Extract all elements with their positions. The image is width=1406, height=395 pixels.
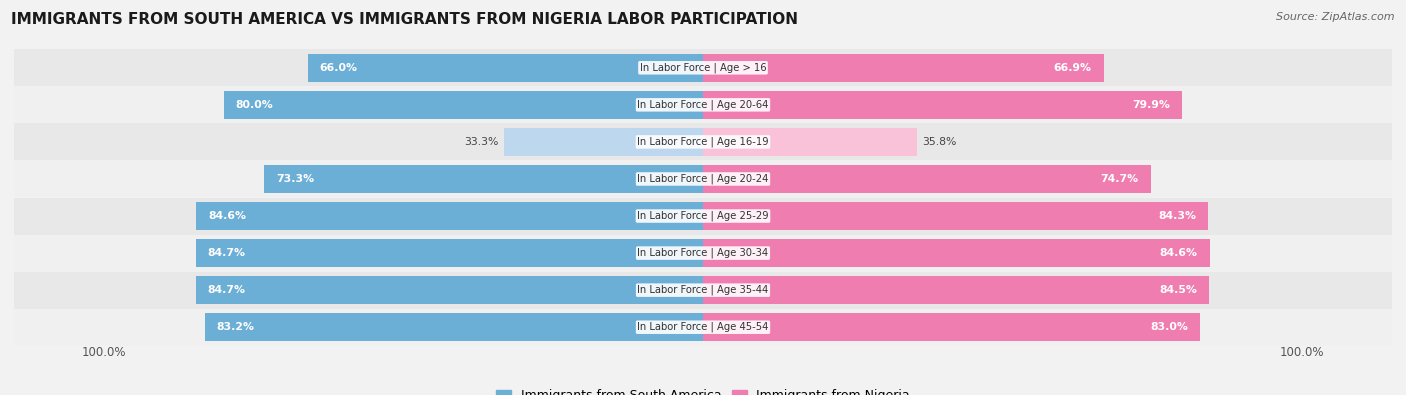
Text: In Labor Force | Age 45-54: In Labor Force | Age 45-54 — [637, 322, 769, 333]
Bar — [14, 123, 1392, 160]
Bar — [14, 198, 1392, 235]
Text: 84.7%: 84.7% — [208, 248, 246, 258]
Text: In Labor Force | Age 30-34: In Labor Force | Age 30-34 — [637, 248, 769, 258]
Bar — [703, 239, 1209, 267]
Bar — [195, 239, 703, 267]
Bar — [703, 276, 1209, 304]
Text: 80.0%: 80.0% — [236, 100, 274, 110]
Bar — [14, 49, 1392, 87]
Bar — [204, 313, 703, 341]
Bar — [264, 165, 703, 193]
Bar — [703, 54, 1104, 82]
Text: In Labor Force | Age > 16: In Labor Force | Age > 16 — [640, 62, 766, 73]
Bar — [14, 272, 1392, 308]
Bar — [14, 308, 1392, 346]
Text: 84.3%: 84.3% — [1159, 211, 1197, 221]
Text: In Labor Force | Age 35-44: In Labor Force | Age 35-44 — [637, 285, 769, 295]
Bar — [14, 87, 1392, 123]
Text: Source: ZipAtlas.com: Source: ZipAtlas.com — [1277, 12, 1395, 22]
Bar — [703, 91, 1181, 119]
Bar — [703, 165, 1150, 193]
Text: 73.3%: 73.3% — [276, 174, 314, 184]
Bar — [197, 202, 703, 230]
Text: 35.8%: 35.8% — [922, 137, 956, 147]
Text: 100.0%: 100.0% — [82, 346, 127, 359]
Bar — [14, 160, 1392, 198]
Text: IMMIGRANTS FROM SOUTH AMERICA VS IMMIGRANTS FROM NIGERIA LABOR PARTICIPATION: IMMIGRANTS FROM SOUTH AMERICA VS IMMIGRA… — [11, 12, 799, 27]
Text: 66.0%: 66.0% — [319, 63, 357, 73]
Text: In Labor Force | Age 20-64: In Labor Force | Age 20-64 — [637, 100, 769, 110]
Text: 83.2%: 83.2% — [217, 322, 254, 332]
Bar — [703, 128, 918, 156]
Text: 33.3%: 33.3% — [464, 137, 499, 147]
Bar — [308, 54, 703, 82]
Text: 100.0%: 100.0% — [1279, 346, 1324, 359]
Text: 84.6%: 84.6% — [208, 211, 246, 221]
Text: 84.6%: 84.6% — [1160, 248, 1198, 258]
Bar — [224, 91, 703, 119]
Text: In Labor Force | Age 16-19: In Labor Force | Age 16-19 — [637, 137, 769, 147]
Bar — [14, 235, 1392, 272]
Text: 66.9%: 66.9% — [1054, 63, 1092, 73]
Bar — [503, 128, 703, 156]
Text: In Labor Force | Age 20-24: In Labor Force | Age 20-24 — [637, 174, 769, 184]
Text: In Labor Force | Age 25-29: In Labor Force | Age 25-29 — [637, 211, 769, 221]
Bar — [703, 202, 1208, 230]
Text: 79.9%: 79.9% — [1132, 100, 1170, 110]
Legend: Immigrants from South America, Immigrants from Nigeria: Immigrants from South America, Immigrant… — [491, 384, 915, 395]
Text: 84.5%: 84.5% — [1160, 285, 1198, 295]
Text: 74.7%: 74.7% — [1101, 174, 1139, 184]
Bar — [703, 313, 1201, 341]
Text: 84.7%: 84.7% — [208, 285, 246, 295]
Bar — [195, 276, 703, 304]
Text: 83.0%: 83.0% — [1150, 322, 1188, 332]
